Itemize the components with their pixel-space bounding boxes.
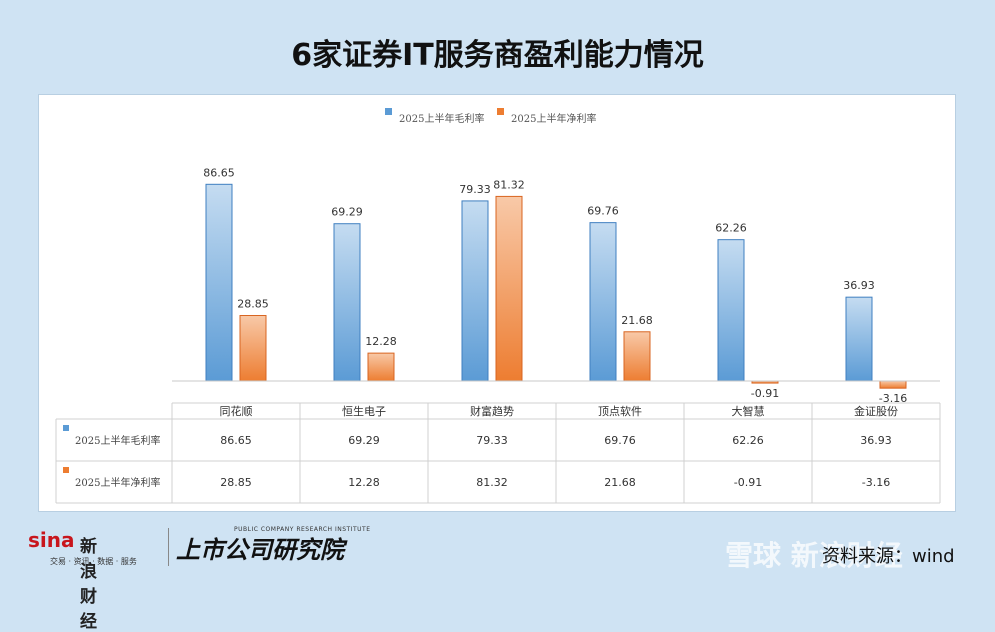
bar-net-2 — [367, 352, 395, 382]
sina-logo: sina — [28, 528, 75, 552]
sina-tagline: 交易 · 资讯 · 数据 · 服务 — [50, 557, 137, 566]
data-label-net-5: -0.91 — [751, 387, 779, 400]
data-label-gross-1: 86.65 — [203, 166, 235, 179]
table-cell-net-4: 21.68 — [604, 476, 636, 489]
table-cell-gross-6: 36.93 — [860, 434, 892, 447]
legend-label-2: 2025上半年净利率 — [511, 112, 596, 125]
bar-gross-4 — [589, 222, 617, 382]
data-label-gross-3: 79.33 — [459, 183, 491, 196]
table-header-1: 同花顺 — [220, 405, 253, 418]
table-swatch-1 — [63, 425, 69, 431]
table-header-3: 财富趋势 — [470, 404, 514, 418]
bar-net-6 — [879, 380, 907, 389]
bar-gross-5 — [717, 239, 745, 382]
data-label-gross-2: 69.29 — [331, 206, 363, 219]
table-swatch-2 — [63, 467, 69, 473]
watermark: 雪球 新浪财经 — [725, 539, 903, 572]
data-source: 资料来源：wind — [822, 546, 955, 567]
data-label-net-2: 12.28 — [365, 335, 397, 348]
table-cell-gross-1: 86.65 — [220, 434, 252, 447]
table-cell-gross-2: 69.29 — [348, 434, 380, 447]
bar-net-4 — [623, 331, 651, 382]
sina-name: 新浪财经 — [80, 537, 97, 632]
bar-chart: 2025上半年毛利率 2025上半年净利率 86.65 28.85 69.29 12.28… — [55, 108, 941, 504]
table-cell-gross-4: 69.76 — [604, 434, 636, 447]
data-label-gross-4: 69.76 — [587, 205, 619, 218]
table-cell-net-1: 28.85 — [220, 476, 252, 489]
bar-gross-2 — [333, 223, 361, 382]
table-cell-gross-5: 62.26 — [732, 434, 764, 447]
bar-gross-1 — [205, 183, 233, 382]
chart-panel: 2025上半年毛利率 2025上半年净利率 86.65 28.85 69.29 12.28… — [38, 94, 956, 512]
table-cell-net-5: -0.91 — [734, 476, 762, 489]
legend-swatch-2 — [497, 108, 504, 115]
table-cell-gross-3: 79.33 — [476, 434, 508, 447]
table-header-4: 顶点软件 — [598, 404, 642, 418]
data-label-net-1: 28.85 — [237, 298, 269, 311]
data-label-gross-5: 62.26 — [715, 222, 747, 235]
legend-label-1: 2025上半年毛利率 — [399, 112, 484, 125]
footer-divider — [168, 528, 169, 566]
bar-gross-3 — [461, 200, 489, 382]
bar-gross-6 — [845, 296, 873, 382]
table-cell-net-3: 81.32 — [476, 476, 508, 489]
table-header-6: 金证股份 — [854, 404, 898, 418]
bar-net-1 — [239, 315, 267, 382]
data-label-net-3: 81.32 — [493, 178, 525, 191]
table-row-label-2: 2025上半年净利率 — [75, 476, 160, 489]
institute-english-name: PUBLIC COMPANY RESEARCH INSTITUTE — [234, 526, 371, 533]
legend-swatch-1 — [385, 108, 392, 115]
bar-net-3 — [495, 195, 523, 382]
table-header-2: 恒生电子 — [342, 404, 386, 418]
page-title: 6家证券IT服务商盈利能力情况 — [291, 38, 704, 73]
institute-name: 上市公司研究院 — [176, 535, 344, 564]
table-row-label-1: 2025上半年毛利率 — [75, 434, 160, 447]
table-cell-net-6: -3.16 — [862, 476, 890, 489]
data-label-net-6: -3.16 — [879, 392, 907, 405]
table-header-5: 大智慧 — [732, 404, 765, 418]
table-cell-net-2: 12.28 — [348, 476, 380, 489]
data-label-net-4: 21.68 — [621, 314, 653, 327]
data-label-gross-6: 36.93 — [843, 279, 875, 292]
